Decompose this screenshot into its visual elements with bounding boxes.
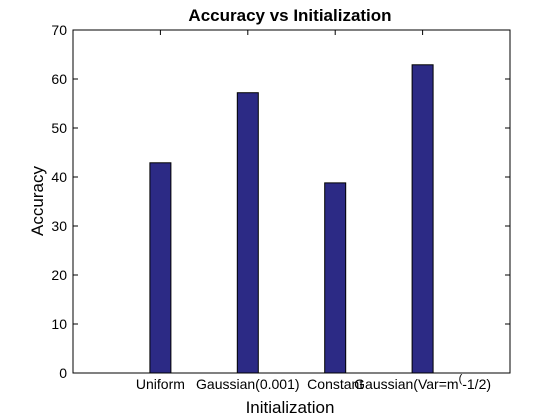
y-axis-label: Accuracy	[28, 166, 47, 236]
y-tick-label: 30	[51, 218, 67, 234]
y-tick-label: 40	[51, 169, 67, 185]
y-axis-ticks: 0 10 20 30 40 50 60 70	[51, 22, 510, 381]
x-tick-label-main: Gaussian(0.001)	[196, 376, 300, 392]
x-tick-label: Gaussian(Var=m(-1/2)	[354, 373, 491, 392]
y-tick-label: 60	[51, 71, 67, 87]
x-tick-label-main: Uniform	[136, 376, 185, 392]
bar-gaussian-var-m-1-2	[411, 64, 434, 374]
x-axis-label: Initialization	[246, 398, 335, 417]
y-tick-label: 50	[51, 120, 67, 136]
bar-uniform	[149, 162, 172, 374]
y-tick-label: 10	[51, 316, 67, 332]
x-tick-label-main: Gaussian(Var=m	[354, 376, 458, 392]
bar-constant	[324, 182, 347, 374]
x-tick-label-superscript: (	[459, 373, 463, 385]
y-tick-label: 20	[51, 267, 67, 283]
x-tick-label: Constant	[307, 376, 363, 392]
chart-title: Accuracy vs Initialization	[188, 6, 391, 25]
bar-series	[149, 64, 434, 374]
y-tick-label: 0	[59, 365, 67, 381]
bar-gaussian-0-001	[236, 92, 259, 374]
x-tick-label-tail: -1/2)	[462, 376, 491, 392]
x-tick-label: Uniform	[136, 376, 185, 392]
x-tick-label: Gaussian(0.001)	[196, 376, 300, 392]
plot-frame	[72, 29, 511, 374]
x-tick-label-main: Constant	[307, 376, 363, 392]
x-axis-tick-labels: Uniform Gaussian(0.001) ConstantGaussian(V…	[136, 373, 491, 392]
y-tick-label: 70	[51, 22, 67, 38]
